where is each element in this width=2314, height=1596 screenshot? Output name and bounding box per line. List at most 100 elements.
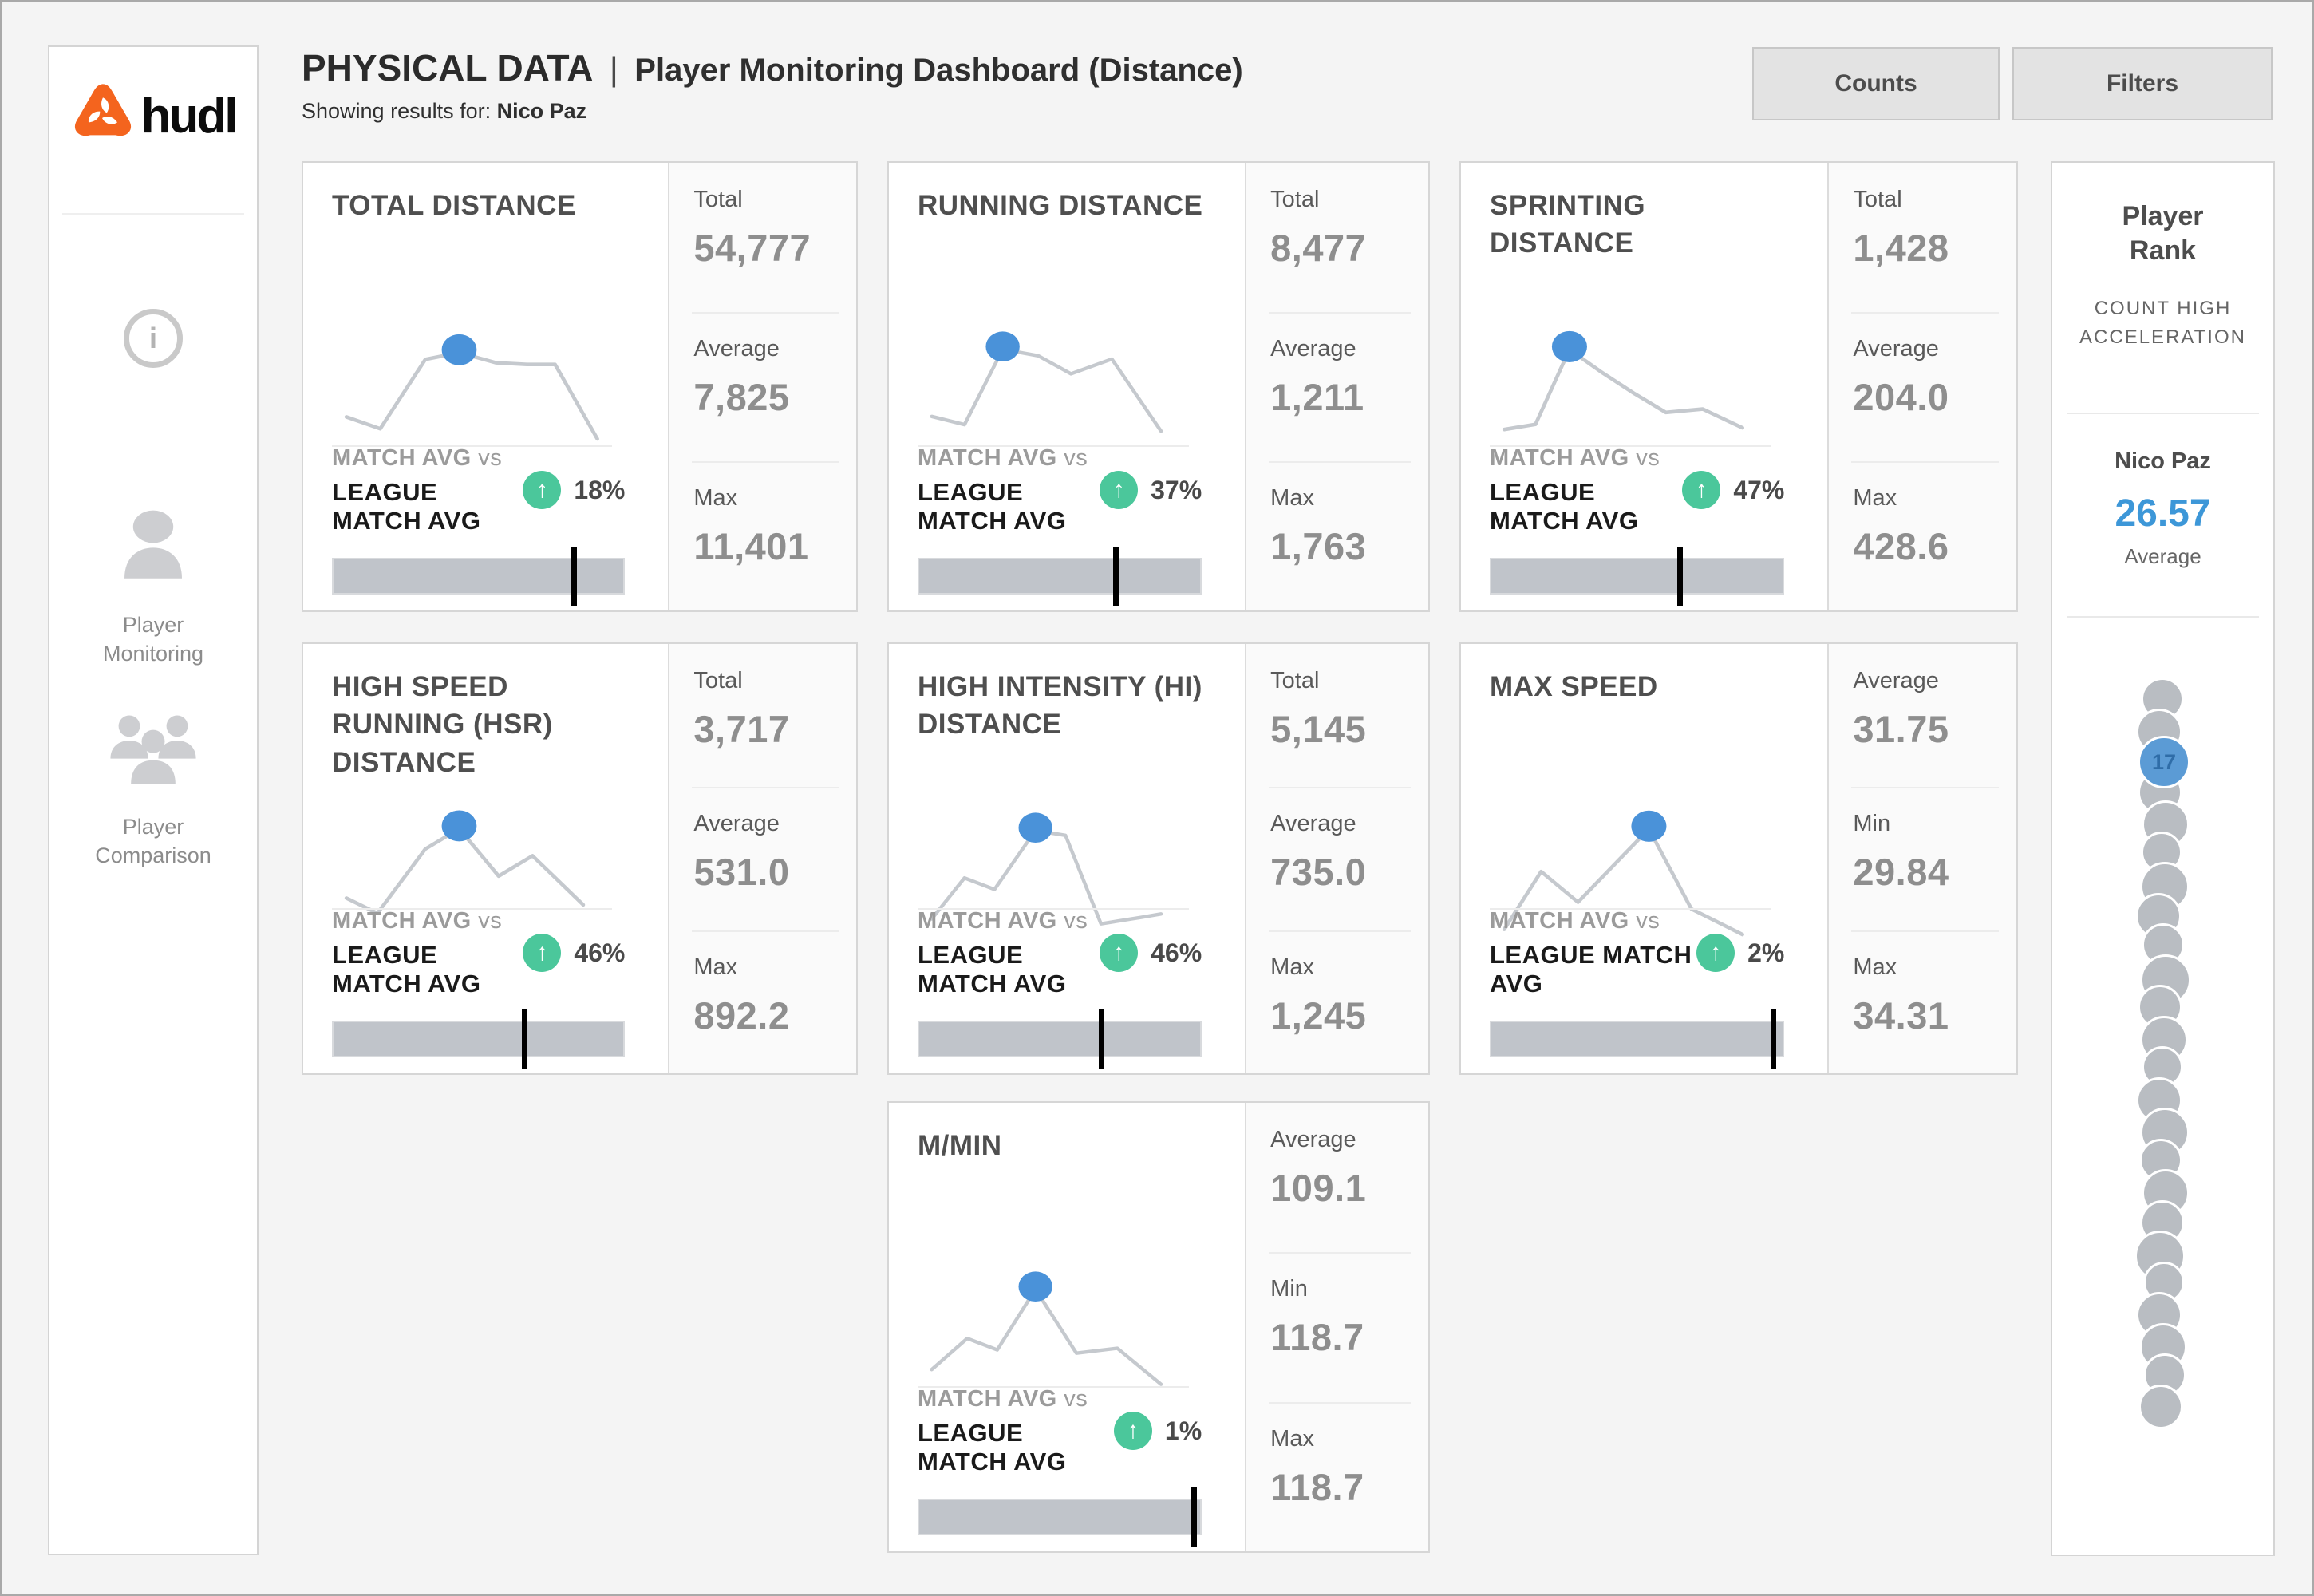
match-avg-label: MATCH AVG bbox=[1490, 444, 1629, 471]
gauge-tick bbox=[1098, 1009, 1104, 1069]
stat-value: 1,211 bbox=[1270, 376, 1364, 418]
rank-bubble[interactable] bbox=[2138, 1384, 2183, 1429]
card-title: MAX SPEED bbox=[1490, 671, 1658, 702]
up-arrow-icon: ↑ bbox=[1113, 1412, 1152, 1450]
gauge-tick bbox=[1677, 547, 1684, 606]
delta-indicator: ↑ 1% bbox=[1113, 1412, 1202, 1450]
sparkline-dot[interactable] bbox=[441, 810, 477, 842]
stat-block: Max 428.6 bbox=[1829, 461, 2016, 610]
hudl-mark-icon bbox=[71, 82, 135, 150]
stat-label: Total bbox=[693, 668, 743, 693]
stat-value: 8,477 bbox=[1270, 227, 1367, 269]
divider bbox=[2067, 616, 2259, 618]
delta-indicator: ↑ 47% bbox=[1682, 471, 1784, 509]
card-title: SPRINTING DISTANCE bbox=[1490, 190, 1646, 259]
page-title-main: PHYSICAL DATA bbox=[302, 47, 594, 89]
stat-label: Total bbox=[1270, 187, 1320, 212]
stat-block: Average 31.75 bbox=[1829, 644, 2016, 787]
stat-block: Total 5,145 bbox=[1246, 644, 1428, 787]
metric-card: SPRINTING DISTANCE MATCH AVG vs LEAGUE M… bbox=[1459, 161, 2018, 612]
rank-panel-subtitle: COUNT HIGH ACCELERATION bbox=[2079, 298, 2246, 348]
stat-block: Max 118.7 bbox=[1246, 1401, 1428, 1551]
sparkline-dot[interactable] bbox=[1631, 810, 1667, 842]
stat-value: 109.1 bbox=[1270, 1167, 1367, 1209]
divider bbox=[1490, 908, 1772, 910]
match-avg-comparison: MATCH AVG vs LEAGUE MATCH AVG ↑ 1% bbox=[918, 1385, 1202, 1476]
stat-value: 1,245 bbox=[1270, 994, 1367, 1037]
counts-button[interactable]: Counts bbox=[1752, 47, 2000, 120]
match-avg-label: MATCH AVG bbox=[918, 444, 1057, 471]
comparison-labels: MATCH AVG vs LEAGUE MATCH AVG bbox=[332, 908, 523, 998]
info-glyph: i bbox=[148, 322, 157, 354]
sparkline-line bbox=[930, 1287, 1163, 1386]
gauge-bar bbox=[918, 1009, 1202, 1069]
match-avg-label: MATCH AVG bbox=[918, 907, 1057, 934]
metric-card: M/MIN MATCH AVG vs LEAGUE MATCH AVG bbox=[887, 1101, 1430, 1553]
metric-card-stats: Total 1,428 Average 204.0 Max 428.6 bbox=[1827, 163, 2016, 610]
match-avg-label: MATCH AVG bbox=[918, 1385, 1057, 1412]
divider bbox=[918, 445, 1190, 447]
gauge-bar bbox=[1490, 547, 1785, 606]
rank-bubble-highlight[interactable]: 17 bbox=[2138, 736, 2190, 788]
metric-card: MAX SPEED MATCH AVG vs LEAGUE MATCH AVG bbox=[1459, 642, 2018, 1075]
selected-player-name: Nico Paz bbox=[496, 99, 587, 123]
league-match-avg-label: LEAGUE MATCH AVG bbox=[1490, 940, 1692, 998]
league-match-avg-label: LEAGUE MATCH AVG bbox=[918, 1418, 1067, 1476]
stat-label: Max bbox=[1853, 485, 1897, 511]
sparkline-dot[interactable] bbox=[985, 331, 1020, 362]
match-avg-comparison: MATCH AVG vs LEAGUE MATCH AVG ↑ 47% bbox=[1490, 445, 1784, 535]
stat-block: Max 11,401 bbox=[669, 461, 856, 610]
league-match-avg-label: LEAGUE MATCH AVG bbox=[332, 940, 481, 998]
stat-label: Average bbox=[693, 811, 780, 837]
stat-label: Average bbox=[693, 336, 780, 361]
divider bbox=[332, 445, 613, 447]
header: PHYSICAL DATA | Player Monitoring Dashbo… bbox=[302, 46, 1243, 124]
delta-percentage: 47% bbox=[1733, 475, 1785, 504]
divider bbox=[2067, 413, 2259, 414]
comparison-labels: MATCH AVG vs LEAGUE MATCH AVG bbox=[1490, 908, 1696, 998]
hudl-logo[interactable]: hudl bbox=[49, 82, 257, 150]
metric-card: TOTAL DISTANCE MATCH AVG vs LEAGUE MATCH… bbox=[302, 161, 858, 612]
sparkline-dot[interactable] bbox=[1018, 1271, 1052, 1302]
stat-value: 531.0 bbox=[693, 851, 790, 894]
stat-block: Total 3,717 bbox=[669, 644, 856, 787]
stat-value: 11,401 bbox=[693, 525, 809, 567]
stat-block: Max 892.2 bbox=[669, 930, 856, 1073]
delta-percentage: 18% bbox=[574, 475, 626, 504]
stat-label: Average bbox=[1270, 336, 1356, 361]
metric-card-chart-area: RUNNING DISTANCE MATCH AVG vs LEAGUE MAT… bbox=[889, 163, 1245, 610]
gauge-bar bbox=[332, 1009, 626, 1069]
vs-label: vs bbox=[1636, 907, 1660, 934]
sparkline-dot[interactable] bbox=[441, 334, 477, 365]
stat-block: Max 1,763 bbox=[1246, 461, 1428, 610]
delta-percentage: 46% bbox=[574, 938, 626, 967]
sidebar-item-player-comparison[interactable]: Player Comparison bbox=[49, 708, 257, 871]
sparkline-dot[interactable] bbox=[1551, 330, 1587, 362]
metric-card-chart-area: SPRINTING DISTANCE MATCH AVG vs LEAGUE M… bbox=[1461, 163, 1827, 610]
stat-label: Min bbox=[1270, 1276, 1308, 1302]
sidebar-divider bbox=[62, 213, 244, 215]
sparkline-dot[interactable] bbox=[1018, 812, 1052, 843]
comparison-labels: MATCH AVG vs LEAGUE MATCH AVG bbox=[1490, 445, 1682, 535]
stat-label: Average bbox=[1853, 336, 1939, 361]
stat-value: 31.75 bbox=[1853, 708, 1949, 750]
stat-block: Average 735.0 bbox=[1246, 787, 1428, 930]
stat-block: Min 118.7 bbox=[1246, 1252, 1428, 1401]
stat-label: Max bbox=[693, 485, 738, 511]
metric-card-stats: Total 8,477 Average 1,211 Max 1,763 bbox=[1245, 163, 1428, 610]
sparkline-chart bbox=[344, 334, 599, 441]
metric-card-stats: Total 5,145 Average 735.0 Max 1,245 bbox=[1245, 644, 1428, 1073]
stat-block: Min 29.84 bbox=[1829, 787, 2016, 930]
gauge-tick bbox=[1771, 1009, 1777, 1069]
card-title: HIGH INTENSITY (HI) DISTANCE bbox=[918, 671, 1202, 741]
sidebar-item-player-monitoring[interactable]: Player Monitoring bbox=[49, 498, 257, 669]
stat-block: Max 1,245 bbox=[1246, 930, 1428, 1073]
match-avg-comparison: MATCH AVG vs LEAGUE MATCH AVG ↑ 2% bbox=[1490, 908, 1784, 998]
info-icon[interactable]: i bbox=[124, 309, 183, 368]
filters-button[interactable]: Filters bbox=[2012, 47, 2273, 120]
sparkline-line bbox=[930, 347, 1163, 433]
match-avg-comparison: MATCH AVG vs LEAGUE MATCH AVG ↑ 46% bbox=[332, 908, 626, 998]
gauge-bar bbox=[918, 547, 1202, 606]
sparkline-line bbox=[344, 827, 586, 915]
match-avg-comparison: MATCH AVG vs LEAGUE MATCH AVG ↑ 18% bbox=[332, 445, 626, 535]
